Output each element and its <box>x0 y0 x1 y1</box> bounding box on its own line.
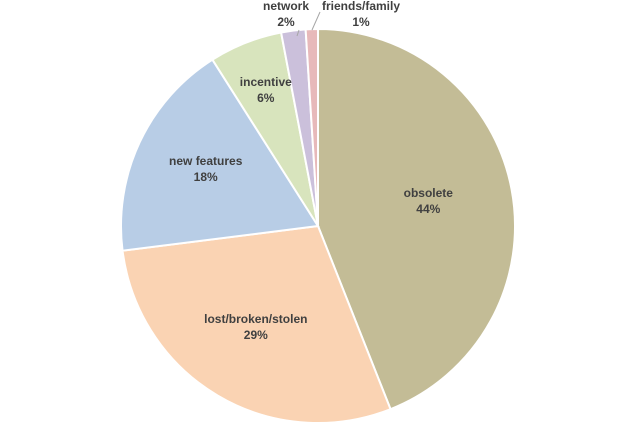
slices-group <box>120 27 516 424</box>
slice-label-name-network: network <box>263 0 309 13</box>
slice-label-name-friends-family: friends/family <box>322 0 400 13</box>
slice-label-name-new-features: new features <box>169 154 243 168</box>
slice-label-value-lost-broken-stolen: 29% <box>244 328 268 342</box>
slice-label-value-obsolete: 44% <box>416 202 440 216</box>
slice-label-name-obsolete: obsolete <box>404 186 454 200</box>
slice-label-value-incentive: 6% <box>257 91 275 105</box>
pie-slice-new-features <box>120 58 320 252</box>
leader-line-friends-family <box>311 11 321 31</box>
slice-label-value-friends-family: 1% <box>352 15 370 29</box>
leader-line-network <box>296 29 300 37</box>
pie-slice-friends-family <box>304 27 319 227</box>
leader-lines-group <box>296 11 321 37</box>
slice-label-value-network: 2% <box>277 15 295 29</box>
labels-group: obsolete 44% lost/broken/stolen 29% new feat… <box>169 0 453 342</box>
slice-label-name-lost-broken-stolen: lost/broken/stolen <box>204 312 307 326</box>
pie-slice-obsolete <box>317 27 516 411</box>
slice-label-value-new-features: 18% <box>194 170 218 184</box>
pie-slice-lost-broken-stolen <box>121 224 392 424</box>
slice-label-name-incentive: incentive <box>240 75 292 89</box>
